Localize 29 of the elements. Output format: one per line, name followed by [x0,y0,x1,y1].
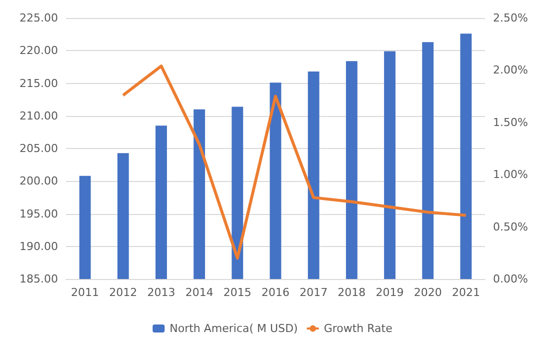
y-tick-label: 185.00 [20,272,58,286]
x-tick-label: 2017 [300,286,328,299]
x-tick-label: 2012 [109,286,138,299]
x-tick-label: 2014 [185,286,214,299]
y-tick-label: 215.00 [20,76,58,90]
y-tick-label: 220.00 [20,44,58,58]
line-series [122,64,468,260]
x-tick-label: 2020 [414,286,442,299]
y2-tick-label: 1.00% [493,168,528,182]
y-tick-label: 210.00 [20,109,58,122]
y-tick-label: 190.00 [20,240,58,253]
y-tick-label: 225.00 [20,12,58,24]
x-tick-label: 2019 [376,286,404,299]
y2-tick-label: 1.50% [493,116,528,129]
y2-tick-label: 2.00% [493,64,528,77]
y2-tick-label: 0.50% [493,220,528,234]
y-tick-label: 205.00 [20,142,58,155]
x-tick-label: 2011 [71,286,100,299]
x-tick-label: 2018 [338,286,366,299]
y2-tick-label: 0.00% [493,272,528,286]
y-tick-label: 195.00 [20,207,58,220]
x-tick-label: 2021 [452,286,480,299]
y-tick-label: 200.00 [20,174,58,188]
legend-label: Growth Rate [324,322,393,335]
y2-tick-label: 2.50% [493,12,528,24]
x-tick-label: 2016 [262,286,290,299]
x-tick-label: 2015 [223,286,252,299]
x-tick-label: 2013 [147,286,176,299]
legend-label: North America( M USD) [170,322,298,335]
